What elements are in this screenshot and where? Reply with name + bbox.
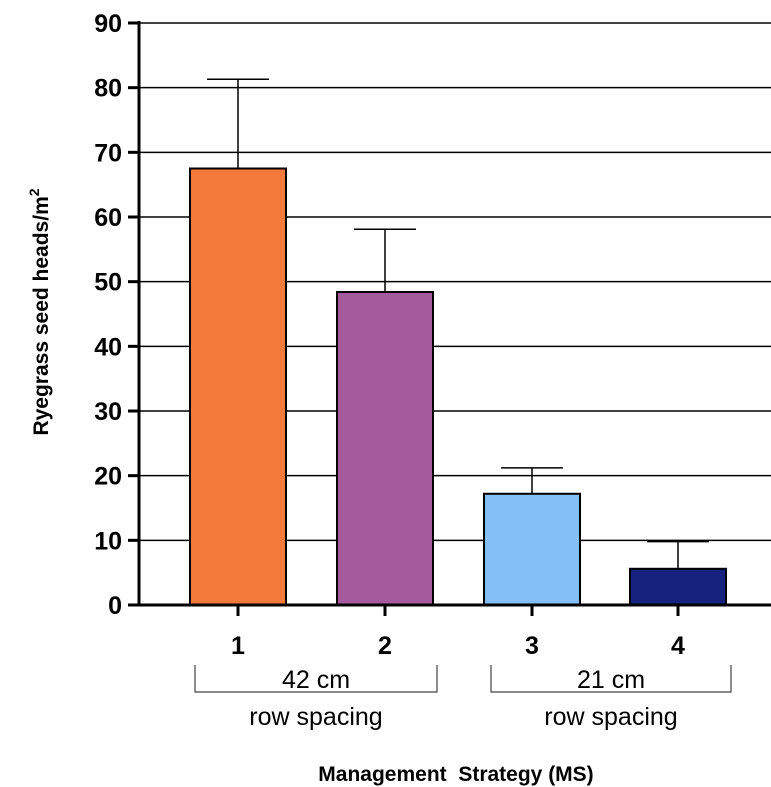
axes	[128, 21, 771, 616]
y-tick-labels: 0 10 20 30 40 50 60 70 80 90	[94, 10, 122, 620]
x-tick-label: 2	[378, 632, 392, 660]
x-tick-labels: 1 2 3 4	[231, 632, 685, 660]
y-axis-title-text: Ryegrass seed heads/m	[30, 196, 53, 435]
bar	[189, 167, 287, 606]
y-axis-title-superscript: 2	[26, 188, 42, 196]
y-tick-label: 90	[94, 10, 122, 38]
y-tick-label: 0	[108, 592, 122, 620]
x-axis-title: Management Strategy (MS)	[318, 763, 593, 786]
x-tick-label: 3	[525, 632, 539, 660]
y-tick-label: 50	[94, 269, 122, 297]
group-label: 21 cm	[577, 666, 645, 694]
bar	[336, 291, 434, 606]
group-sublabel: row spacing	[249, 703, 382, 731]
group-bracket	[194, 665, 438, 693]
y-tick-label: 30	[94, 398, 122, 426]
group-label: 42 cm	[282, 666, 350, 694]
y-tick-label: 70	[94, 139, 122, 167]
y-tick-label: 40	[94, 333, 122, 361]
group-bracket	[490, 665, 732, 693]
group-sublabel: row spacing	[544, 703, 677, 731]
y-tick-label: 80	[94, 75, 122, 103]
y-tick-label: 10	[94, 527, 122, 555]
y-axis-title: Ryegrass seed heads/m2	[26, 188, 53, 435]
x-tick-label: 4	[671, 632, 685, 660]
bar	[483, 492, 581, 607]
bars	[189, 167, 727, 607]
y-tick-label: 60	[94, 204, 122, 232]
x-tick-label: 1	[231, 632, 245, 660]
error-bars	[207, 78, 709, 569]
y-tick-label: 20	[94, 463, 122, 491]
group-brackets: 42 cm row spacing 21 cm row spacing	[194, 665, 732, 731]
bar	[629, 567, 727, 607]
